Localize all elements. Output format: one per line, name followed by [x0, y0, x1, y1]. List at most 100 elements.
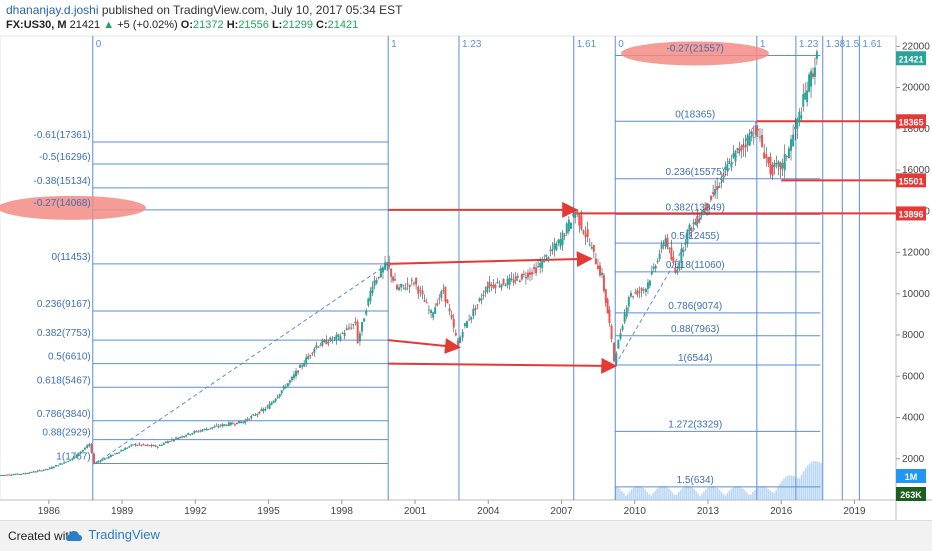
fib1-level-label: 0.382(7753): [37, 328, 91, 339]
candle-body: [174, 437, 177, 439]
candle-body: [166, 441, 169, 444]
low-label: L:: [271, 19, 283, 31]
volume-bar: [781, 480, 783, 500]
volume-bar: [681, 488, 684, 500]
volume-bar: [656, 488, 658, 500]
candle-body: [54, 465, 57, 467]
price-chart[interactable]: 1986 1989 1992 1995 1998 2001 2004 2007 2010 2013…: [0, 0, 932, 520]
candle-body: [761, 135, 764, 147]
price-tag-label: 18365: [898, 117, 923, 127]
candle-body: [650, 271, 653, 275]
candle-body: [642, 289, 645, 291]
candle-body: [92, 453, 95, 464]
candle-body: [608, 309, 611, 324]
candle-body: [450, 314, 453, 319]
candle-body: [88, 443, 91, 447]
candle-body: [563, 235, 566, 237]
volume-bar: [677, 492, 680, 500]
candle-body: [10, 474, 13, 476]
candle-body: [516, 275, 519, 278]
high-label: H:: [226, 19, 239, 31]
candle-body: [590, 247, 593, 249]
candle-body: [337, 334, 340, 337]
fib2-level-label: -0.27(21557): [667, 43, 724, 54]
candle-body: [160, 445, 163, 447]
candle-body: [290, 376, 293, 380]
volume-bar: [757, 486, 760, 500]
candle-body: [567, 219, 570, 232]
candle-body: [750, 131, 753, 137]
volume-bar: [730, 488, 733, 500]
fib1-level-label: 0.236(9167): [37, 299, 91, 310]
tradingview-brand: TradingView: [88, 527, 160, 542]
candle-body: [582, 230, 585, 234]
price-tag-label: 21421: [898, 54, 923, 64]
candle-body: [578, 213, 581, 226]
candle-body: [551, 249, 554, 251]
candle-body: [634, 292, 637, 294]
candle-body: [347, 327, 350, 329]
candle-body: [305, 357, 308, 364]
candle-body: [598, 265, 601, 276]
candle-body: [317, 346, 320, 348]
tradingview-logo[interactable]: TradingView: [66, 527, 160, 542]
candle-body: [211, 427, 214, 429]
candle-body: [156, 446, 159, 448]
candle-body: [415, 278, 418, 285]
volume-bar: [724, 495, 727, 500]
candle-body: [280, 390, 283, 394]
fib2-level-label: 0.618(11060): [666, 260, 725, 271]
volume-bar: [746, 492, 748, 500]
candle-body: [680, 248, 683, 263]
candle-body: [720, 177, 723, 181]
candle-body: [815, 51, 818, 59]
candle-body: [767, 157, 770, 164]
candle-body: [295, 371, 298, 377]
candle-body: [215, 425, 218, 427]
candle-body: [436, 303, 439, 306]
fib-time-zone-label: 1: [760, 39, 766, 50]
x-tick-label: 1986: [38, 506, 61, 517]
candle-body: [101, 459, 104, 461]
candle-body: [303, 363, 306, 367]
candle-body: [199, 430, 202, 432]
y-tick-label: 22000: [902, 41, 930, 52]
candle-body: [95, 462, 98, 464]
fib2-level-label: 0.88(7963): [671, 324, 719, 335]
candle-body: [522, 273, 525, 275]
author-link[interactable]: dhananjay.d.joshi: [6, 3, 99, 17]
candle-body: [266, 406, 269, 408]
candle-body: [792, 134, 795, 147]
candle-body: [802, 94, 805, 107]
candle-body: [42, 469, 45, 471]
close-label: C:: [316, 19, 328, 31]
x-tick-label: 2001: [404, 506, 427, 517]
open-value: 21372: [193, 19, 224, 31]
candle-body: [16, 473, 19, 475]
candle-body: [213, 426, 216, 428]
candle-body: [672, 257, 675, 264]
candle-body: [512, 280, 515, 283]
candle-body: [561, 232, 564, 246]
candle-body: [580, 215, 583, 230]
candle-body: [20, 473, 23, 475]
candle-body: [470, 316, 473, 320]
candle-body: [718, 186, 721, 188]
candle-body: [419, 289, 422, 291]
candle-body: [664, 238, 667, 247]
volume-bar: [767, 489, 770, 500]
volume-bar: [751, 492, 754, 500]
candle-body: [18, 473, 21, 475]
candle-body: [796, 118, 799, 129]
candle-body: [128, 446, 131, 448]
candle-body: [636, 290, 639, 295]
candle-body: [576, 210, 579, 215]
volume-bar: [683, 486, 686, 500]
candle-body: [341, 332, 344, 334]
x-tick-label: 2016: [770, 506, 793, 517]
candle-body: [8, 474, 11, 476]
candle-body: [754, 125, 757, 136]
candle-body: [244, 420, 247, 424]
volume-bar: [648, 494, 651, 500]
fib-time-zone-label: 1.23: [462, 39, 482, 50]
